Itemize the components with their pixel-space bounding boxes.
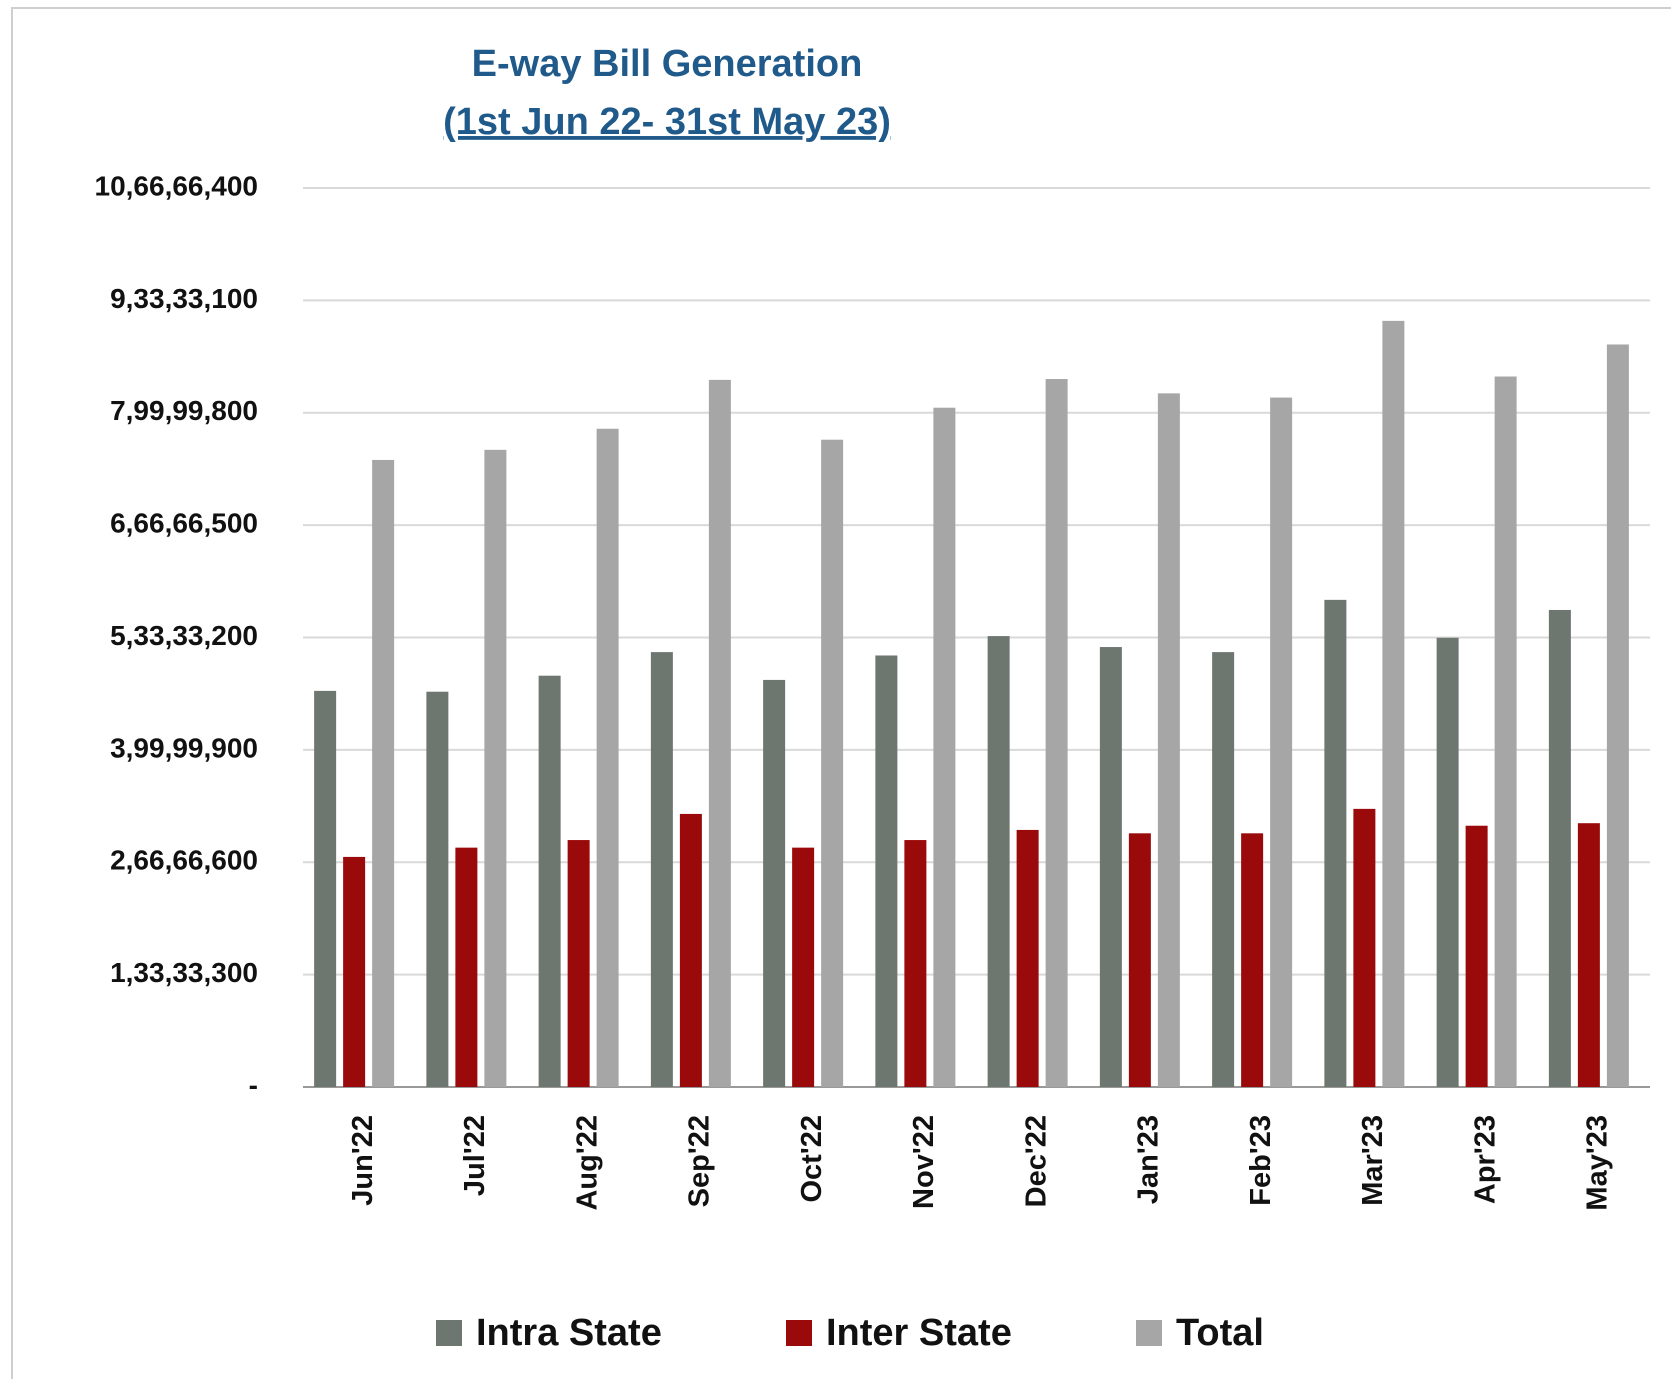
legend-swatch [786, 1320, 812, 1346]
bar [708, 379, 731, 1087]
bar [1212, 652, 1235, 1087]
y-tick-label: 9,33,33,100 [110, 283, 258, 314]
bar [763, 679, 786, 1087]
bar [1353, 808, 1376, 1087]
bar [343, 856, 366, 1087]
x-tick-label: Dec'22 [1020, 1115, 1052, 1207]
bar [1241, 833, 1264, 1087]
x-tick-label: Apr'23 [1469, 1115, 1501, 1204]
bar [1577, 823, 1600, 1087]
x-tick-label: Nov'22 [908, 1115, 940, 1209]
bar [1016, 829, 1039, 1087]
bar [792, 847, 815, 1087]
bar [987, 636, 1010, 1087]
x-tick-label: Jan'23 [1133, 1115, 1165, 1204]
bar [904, 840, 927, 1087]
x-tick-label: Oct'22 [796, 1115, 828, 1203]
x-tick-label: Feb'23 [1245, 1115, 1277, 1206]
y-tick-label: 5,33,33,200 [110, 620, 258, 651]
bar [1157, 393, 1180, 1087]
bar [650, 652, 673, 1087]
bar [1382, 320, 1405, 1087]
bar [1606, 344, 1629, 1087]
x-tick-label: Jun'22 [347, 1115, 379, 1206]
bar [875, 655, 898, 1087]
bar [1045, 379, 1068, 1087]
bar [1099, 647, 1122, 1087]
bar [426, 691, 449, 1087]
chart-title: E-way Bill Generation [472, 43, 863, 85]
bar [455, 847, 478, 1087]
y-tick-label: 2,66,66,600 [110, 845, 258, 876]
y-tick-label: 1,33,33,300 [110, 957, 258, 988]
bar [1548, 609, 1571, 1087]
legend-label: Inter State [826, 1312, 1012, 1354]
bar [1128, 833, 1151, 1087]
bar [933, 407, 956, 1088]
legend-swatch [436, 1320, 462, 1346]
x-tick-label: May'23 [1582, 1115, 1614, 1211]
chart-subtitle: (1st Jun 22- 31st May 23) [443, 101, 891, 143]
bar [1270, 397, 1293, 1087]
legend-swatch [1136, 1320, 1162, 1346]
y-tick-label: 6,66,66,500 [110, 508, 258, 539]
legend-label: Intra State [476, 1312, 662, 1354]
y-tick-label: 7,99,99,800 [110, 395, 258, 426]
bar [1494, 376, 1517, 1087]
bar [1324, 599, 1347, 1087]
y-tick-label: - [249, 1069, 258, 1100]
bar [484, 449, 507, 1087]
bar [679, 813, 702, 1087]
x-tick-label: Mar'23 [1357, 1115, 1389, 1206]
x-tick-label: Sep'22 [684, 1115, 716, 1207]
bar [567, 840, 590, 1087]
legend-label: Total [1176, 1312, 1264, 1354]
y-tick-label: 3,99,99,900 [110, 732, 258, 763]
bar [372, 459, 395, 1087]
bar [314, 690, 337, 1087]
bar [821, 439, 844, 1087]
chart-border [11, 7, 1671, 1379]
bar [538, 675, 561, 1087]
bar [596, 428, 619, 1087]
x-tick-label: Aug'22 [571, 1115, 603, 1211]
y-tick-label: 10,66,66,400 [95, 170, 259, 201]
bar [1465, 825, 1488, 1087]
x-tick-label: Jul'22 [459, 1115, 491, 1196]
bar [1436, 637, 1459, 1087]
